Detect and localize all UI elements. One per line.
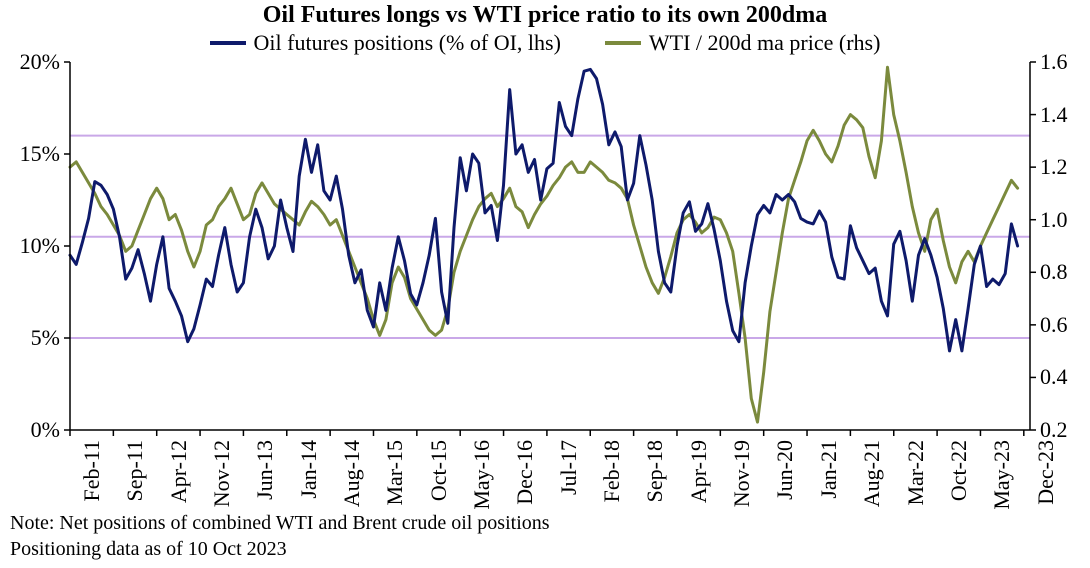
legend-item-series2: WTI / 200d ma price (rhs) (605, 30, 881, 56)
axis-tick-label: Sep-18 (642, 440, 668, 530)
axis-tick-label: 1.6 (1040, 49, 1068, 75)
legend-label-1: Oil futures positions (% of OI, lhs) (254, 30, 561, 56)
axis-tick-label: Jan-21 (816, 440, 842, 530)
chart-legend: Oil futures positions (% of OI, lhs) WTI… (0, 30, 1090, 56)
axis-tick-label: 1.2 (1040, 154, 1068, 180)
axis-tick-label: May-23 (989, 440, 1015, 530)
axis-tick-label: 5% (0, 325, 60, 351)
axis-tick-label: Feb-18 (599, 440, 625, 530)
chart-note-1: Note: Net positions of combined WTI and … (10, 512, 550, 535)
axis-tick-label: 20% (0, 49, 60, 75)
axis-tick-label: 0.4 (1040, 364, 1068, 390)
chart-title: Oil Futures longs vs WTI price ratio to … (0, 2, 1090, 29)
axis-tick-label: Dec-23 (1033, 440, 1059, 530)
axis-tick-label: 1.0 (1040, 207, 1068, 233)
plot-area (70, 62, 1030, 430)
axis-tick-label: Jul-17 (556, 440, 582, 530)
axis-tick-label: Apr-19 (686, 440, 712, 530)
axis-tick-label: Aug-21 (859, 440, 885, 530)
legend-swatch-2 (605, 41, 641, 45)
legend-label-2: WTI / 200d ma price (rhs) (649, 30, 881, 56)
axis-tick-label: 1.4 (1040, 102, 1068, 128)
plot-svg (70, 62, 1030, 430)
axis-tick-label: 0.6 (1040, 312, 1068, 338)
axis-tick-label: Oct-22 (946, 440, 972, 530)
axis-tick-label: 0% (0, 417, 60, 443)
axis-tick-label: 15% (0, 141, 60, 167)
chart-note-2: Positioning data as of 10 Oct 2023 (10, 538, 287, 561)
legend-swatch-1 (210, 41, 246, 45)
axis-tick-label: 10% (0, 233, 60, 259)
axis-tick-label: 0.8 (1040, 259, 1068, 285)
axis-tick-label: Nov-19 (729, 440, 755, 530)
legend-item-series1: Oil futures positions (% of OI, lhs) (210, 30, 561, 56)
axis-tick-label: Mar-22 (903, 440, 929, 530)
axis-tick-label: Jun-20 (772, 440, 798, 530)
chart-container: Oil Futures longs vs WTI price ratio to … (0, 0, 1090, 568)
